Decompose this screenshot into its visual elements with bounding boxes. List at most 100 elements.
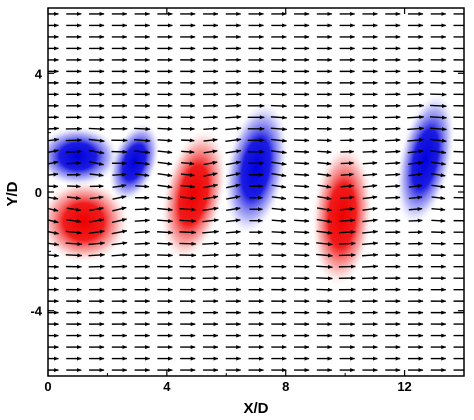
velocity-vector xyxy=(157,218,174,223)
velocity-vector xyxy=(111,252,128,257)
velocity-vector xyxy=(134,230,151,235)
velocity-vector xyxy=(65,230,83,235)
velocity-vector xyxy=(294,195,310,200)
velocity-vector xyxy=(271,184,287,189)
velocity-vector xyxy=(430,150,447,155)
velocity-vector xyxy=(181,161,195,166)
velocity-vector xyxy=(202,195,219,200)
velocity-vector xyxy=(180,184,196,189)
velocity-vector xyxy=(180,173,195,177)
velocity-vector xyxy=(453,149,464,154)
velocity-vector xyxy=(385,195,401,200)
velocity-vector xyxy=(408,160,424,165)
velocity-vector xyxy=(362,172,378,177)
velocity-vector xyxy=(65,241,83,246)
velocity-vector xyxy=(181,149,195,154)
velocity-vector xyxy=(294,184,310,189)
velocity-vector xyxy=(271,230,287,235)
velocity-vector xyxy=(48,253,60,258)
velocity-vector xyxy=(65,253,83,258)
velocity-vector xyxy=(316,276,333,281)
velocity-vector xyxy=(317,184,332,189)
velocity-vector xyxy=(316,207,333,212)
velocity-vector xyxy=(203,172,218,177)
velocity-vector xyxy=(179,196,196,200)
velocity-vector xyxy=(48,264,60,269)
velocity-vector xyxy=(362,206,378,211)
x-tick-label: 8 xyxy=(282,379,289,394)
velocity-vector xyxy=(48,196,59,201)
velocity-vector xyxy=(270,115,288,120)
velocity-vector xyxy=(134,161,150,166)
velocity-vector xyxy=(317,138,332,143)
velocity-vector xyxy=(316,253,334,258)
velocity-vector xyxy=(225,103,242,108)
velocity-vector xyxy=(431,196,446,200)
velocity-vector xyxy=(338,253,356,258)
velocity-vector xyxy=(271,161,287,166)
velocity-vector xyxy=(407,137,425,142)
velocity-vector xyxy=(203,183,219,189)
velocity-vector xyxy=(408,218,423,223)
velocity-vector xyxy=(362,195,378,200)
velocity-vector xyxy=(134,150,151,155)
velocity-vector xyxy=(340,161,355,166)
velocity-vector xyxy=(317,195,332,201)
velocity-vector xyxy=(48,207,59,212)
velocity-vector xyxy=(407,103,425,108)
velocity-vector xyxy=(157,173,173,178)
velocity-vector xyxy=(338,241,356,246)
velocity-vector xyxy=(111,229,128,235)
velocity-vector xyxy=(134,126,151,131)
velocity-vector xyxy=(225,241,242,246)
velocity-vector xyxy=(66,218,82,224)
velocity-vector xyxy=(385,149,401,154)
x-tick-label: 4 xyxy=(163,379,171,394)
velocity-vector xyxy=(88,126,105,131)
velocity-vector xyxy=(88,149,105,155)
velocity-vector xyxy=(294,230,310,235)
velocity-vector xyxy=(270,138,288,143)
velocity-vector xyxy=(408,183,423,188)
vortex-positive-4 xyxy=(161,129,226,261)
tick-layer: 0 4 8 12 4 0 -4 xyxy=(30,8,464,394)
velocity-vector xyxy=(362,161,378,166)
velocity-vector xyxy=(340,184,355,189)
velocity-vector xyxy=(111,218,128,224)
velocity-vector xyxy=(453,161,464,166)
velocity-vector xyxy=(294,161,310,166)
velocity-vector xyxy=(202,253,219,258)
velocity-vector xyxy=(407,149,424,154)
velocity-vector xyxy=(88,252,106,257)
velocity-vector xyxy=(431,184,446,189)
velocity-vector xyxy=(89,161,105,166)
velocity-vector xyxy=(157,196,173,201)
velocity-vector xyxy=(270,150,288,155)
velocity-vector xyxy=(48,219,59,224)
velocity-vector xyxy=(157,184,173,189)
velocity-vector xyxy=(430,161,447,166)
velocity-vector xyxy=(294,207,310,212)
velocity-vector xyxy=(181,138,195,143)
velocity-vector xyxy=(89,218,105,223)
velocity-vector xyxy=(271,196,287,201)
vortex-layer xyxy=(48,93,455,287)
velocity-vector xyxy=(157,138,173,143)
velocity-vector xyxy=(133,138,151,143)
x-axis-title: X/D xyxy=(243,400,268,417)
velocity-vector xyxy=(202,241,220,246)
velocity-vector xyxy=(316,242,333,247)
velocity-vector xyxy=(179,207,197,212)
velocity-vector xyxy=(362,264,379,269)
velocity-vector xyxy=(316,264,334,269)
velocity-vector xyxy=(385,172,401,177)
velocity-vector xyxy=(430,138,447,143)
velocity-vector xyxy=(316,230,333,235)
velocity-vector xyxy=(293,241,310,246)
velocity-vector xyxy=(385,161,401,166)
velocity-vector xyxy=(112,172,127,177)
velocity-vector xyxy=(270,103,288,108)
velocity-vector xyxy=(88,138,105,143)
velocity-vector xyxy=(362,183,378,188)
velocity-vector xyxy=(271,207,287,212)
